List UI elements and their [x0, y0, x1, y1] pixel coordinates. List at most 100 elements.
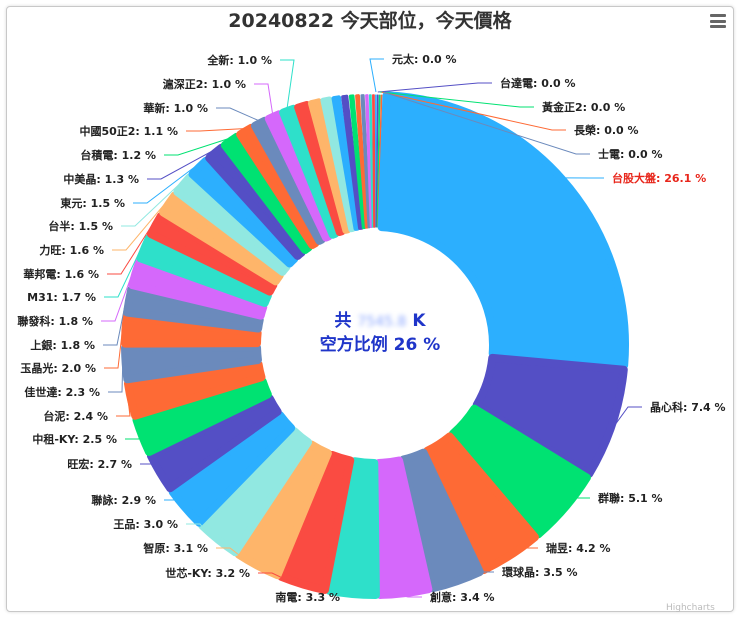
- slice--ky[interactable]: [277, 450, 355, 594]
- leader-line--: [369, 58, 384, 93]
- slice-item-40[interactable]: [355, 94, 369, 229]
- leader-line--: [377, 82, 492, 93]
- slice--[interactable]: [234, 440, 332, 580]
- slice--[interactable]: [121, 312, 262, 348]
- slice--2[interactable]: [264, 110, 333, 242]
- data-label--: 長榮: 0.0 %: [574, 123, 639, 137]
- slice--[interactable]: [146, 394, 282, 493]
- slice--[interactable]: [123, 285, 264, 333]
- leader-line--: [133, 164, 198, 204]
- leader-line--: [147, 150, 214, 180]
- data-label--: 台積電: 1.2 %: [80, 148, 156, 162]
- data-label--: 聯發科: 1.8 %: [17, 314, 93, 328]
- slice--[interactable]: [250, 116, 326, 245]
- chart-credit[interactable]: Highcharts: [666, 603, 715, 613]
- total-prefix: 共: [334, 311, 352, 331]
- data-label--2: 黃金正2: 0.0 %: [541, 100, 625, 114]
- leader-line--: [383, 91, 590, 155]
- slice--[interactable]: [399, 448, 484, 593]
- data-label--: 旺宏: 2.7 %: [67, 457, 132, 471]
- leader-line--: [216, 107, 259, 121]
- slice-item-44[interactable]: [372, 94, 376, 228]
- slice--[interactable]: [423, 432, 539, 575]
- slice--[interactable]: [159, 191, 284, 286]
- data-label--: 台泥: 2.4 %: [43, 409, 108, 423]
- data-label--: 智原: 3.1 %: [143, 541, 208, 555]
- slice--ky[interactable]: [132, 377, 272, 456]
- leader-line-m31: [104, 246, 143, 298]
- slice--[interactable]: [448, 404, 591, 539]
- chart-title: 20240822 今天部位，今天價格: [228, 10, 512, 32]
- total-unit: K: [412, 311, 426, 331]
- total-line: 共 7545.8 K: [300, 310, 460, 334]
- leader-line--: [104, 329, 123, 369]
- data-label--: 環球晶: 3.5 %: [502, 565, 578, 579]
- leader-line--: [116, 400, 131, 417]
- center-summary: 共 7545.8 K 空方比例 26 %: [300, 310, 460, 357]
- leader-line--: [164, 138, 230, 156]
- data-label--: 全新: 1.0 %: [206, 53, 272, 67]
- slice-item-39[interactable]: [348, 94, 367, 230]
- slice-m31[interactable]: [136, 234, 272, 307]
- slice-item-41[interactable]: [360, 94, 371, 229]
- leader-line--: [108, 363, 124, 393]
- slice--[interactable]: [146, 212, 278, 296]
- leader-line--: [404, 595, 422, 598]
- slice--[interactable]: [188, 156, 299, 268]
- data-label--: 力旺: 1.6 %: [39, 243, 104, 257]
- slice-item-37[interactable]: [331, 95, 360, 231]
- leader-line--: [112, 201, 167, 251]
- data-label--: 元太: 0.0 %: [392, 52, 457, 66]
- leader-line--ky: [125, 437, 140, 440]
- slice--50-2[interactable]: [236, 123, 320, 250]
- data-label--: 華新: 1.0 %: [143, 101, 208, 115]
- slice--[interactable]: [173, 173, 291, 276]
- slice--[interactable]: [128, 258, 268, 320]
- leader-line--: [614, 406, 642, 425]
- leader-line--: [216, 547, 257, 569]
- slice--[interactable]: [123, 360, 266, 420]
- data-label--50-2: 中國50正2: 1.1 %: [79, 124, 178, 138]
- data-label--: 佳世達: 2.3 %: [24, 385, 100, 399]
- slice-item-43[interactable]: [368, 94, 374, 228]
- data-label--: 王品: 3.0 %: [113, 518, 178, 531]
- leader-line--: [164, 499, 184, 510]
- data-label--: 台股大盤: 26.1 %: [612, 171, 706, 185]
- data-label--: 聯詠: 2.9 %: [91, 493, 156, 507]
- data-label--: 玉晶光: 2.0 %: [20, 361, 96, 375]
- data-label--: 中美晶: 1.3 %: [63, 172, 139, 186]
- leader-line--: [107, 223, 154, 275]
- slice-item-36[interactable]: [320, 96, 356, 233]
- leader-line--2: [379, 91, 534, 108]
- slice--[interactable]: [472, 353, 628, 478]
- leader-line--: [121, 182, 182, 227]
- slice--2[interactable]: [376, 94, 381, 228]
- data-label--: 東元: 1.5 %: [60, 196, 125, 210]
- leader-line--: [103, 300, 127, 346]
- hamburger-menu-icon[interactable]: [710, 14, 726, 28]
- slice-item-35[interactable]: [307, 98, 351, 234]
- slice--[interactable]: [375, 94, 379, 228]
- data-label-m31: M31: 1.7 %: [27, 291, 96, 304]
- leader-line--50-2: [186, 128, 245, 132]
- slice-item-38[interactable]: [341, 94, 364, 230]
- slice--[interactable]: [168, 411, 296, 527]
- data-label--: 晶心科: 7.4 %: [650, 400, 726, 414]
- slice--[interactable]: [377, 91, 629, 370]
- slice--[interactable]: [205, 143, 306, 260]
- data-label--: 台達電: 0.0 %: [500, 76, 576, 90]
- leader-line--: [101, 272, 133, 322]
- slice-item-34[interactable]: [294, 100, 346, 237]
- slice--[interactable]: [279, 104, 340, 239]
- slice--[interactable]: [220, 132, 313, 254]
- slice--[interactable]: [325, 457, 380, 599]
- slice--[interactable]: [374, 456, 433, 599]
- leader-line--: [381, 91, 566, 131]
- leader-line--2: [254, 83, 274, 114]
- slice-item-42[interactable]: [365, 94, 373, 229]
- data-label--: 群聯: 5.1 %: [597, 491, 663, 505]
- slice--[interactable]: [198, 427, 313, 557]
- total-value-blurred: 7545.8: [357, 314, 407, 330]
- slice--[interactable]: [121, 343, 262, 384]
